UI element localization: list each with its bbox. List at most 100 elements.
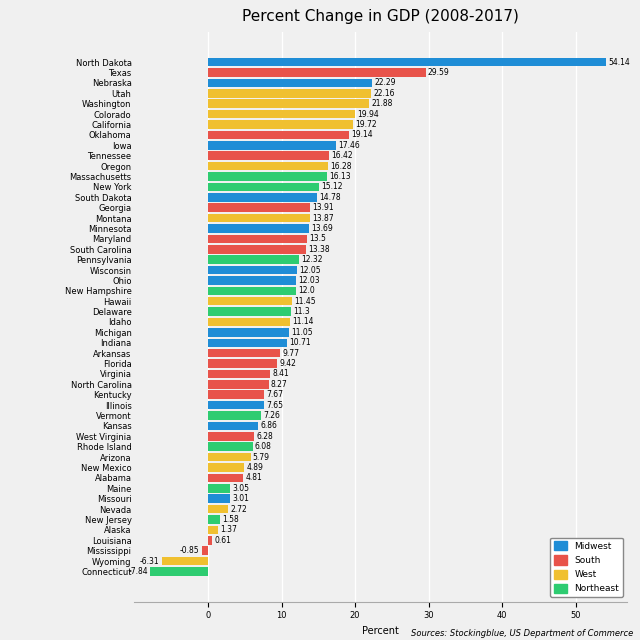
- Text: 19.14: 19.14: [351, 131, 372, 140]
- Text: -0.85: -0.85: [180, 546, 200, 555]
- Bar: [208, 68, 426, 77]
- Text: 12.05: 12.05: [299, 266, 321, 275]
- Text: 13.38: 13.38: [308, 244, 330, 253]
- Text: 7.65: 7.65: [266, 401, 284, 410]
- Bar: [208, 79, 372, 87]
- Text: 0.61: 0.61: [214, 536, 232, 545]
- Bar: [208, 214, 310, 222]
- Bar: [208, 307, 291, 316]
- Bar: [208, 193, 317, 202]
- Bar: [208, 131, 349, 139]
- Text: -7.84: -7.84: [129, 567, 148, 576]
- Text: 12.32: 12.32: [301, 255, 323, 264]
- Bar: [208, 255, 299, 264]
- Bar: [208, 339, 287, 347]
- Text: 8.27: 8.27: [271, 380, 288, 389]
- Bar: [208, 505, 228, 513]
- Bar: [208, 99, 369, 108]
- Text: 9.42: 9.42: [280, 359, 296, 368]
- Text: 3.01: 3.01: [232, 494, 249, 503]
- Text: 4.81: 4.81: [246, 474, 262, 483]
- Bar: [208, 484, 230, 493]
- Bar: [208, 453, 250, 461]
- Text: 5.79: 5.79: [253, 452, 269, 461]
- Text: 19.72: 19.72: [355, 120, 377, 129]
- Text: 11.45: 11.45: [294, 297, 316, 306]
- Bar: [208, 89, 371, 97]
- Text: 13.91: 13.91: [312, 203, 334, 212]
- Bar: [208, 495, 230, 503]
- Bar: [208, 390, 264, 399]
- Bar: [208, 297, 292, 305]
- Legend: Midwest, South, West, Northeast: Midwest, South, West, Northeast: [550, 538, 623, 597]
- Bar: [208, 172, 326, 180]
- Text: 8.41: 8.41: [272, 369, 289, 378]
- Bar: [208, 266, 296, 275]
- Bar: [208, 235, 307, 243]
- Text: 10.71: 10.71: [289, 339, 310, 348]
- Text: 19.94: 19.94: [357, 109, 379, 118]
- Text: 11.3: 11.3: [293, 307, 310, 316]
- Text: 7.26: 7.26: [264, 411, 280, 420]
- Bar: [208, 110, 355, 118]
- Text: 6.08: 6.08: [255, 442, 272, 451]
- Text: 14.78: 14.78: [319, 193, 340, 202]
- Bar: [202, 547, 208, 555]
- Bar: [208, 463, 244, 472]
- Text: 17.46: 17.46: [339, 141, 360, 150]
- Text: 2.72: 2.72: [230, 504, 247, 513]
- Text: 29.59: 29.59: [428, 68, 449, 77]
- Bar: [208, 287, 296, 295]
- Bar: [208, 370, 270, 378]
- Bar: [208, 380, 269, 388]
- Bar: [208, 536, 212, 545]
- Text: 12.03: 12.03: [299, 276, 320, 285]
- Bar: [208, 58, 606, 67]
- Text: 11.14: 11.14: [292, 317, 314, 326]
- Text: 13.69: 13.69: [311, 224, 333, 233]
- Bar: [208, 359, 277, 368]
- Text: 6.86: 6.86: [260, 421, 278, 431]
- Text: 54.14: 54.14: [609, 58, 630, 67]
- Bar: [150, 567, 208, 576]
- Bar: [208, 525, 218, 534]
- Text: 3.05: 3.05: [232, 484, 250, 493]
- Bar: [208, 182, 319, 191]
- Text: 1.58: 1.58: [222, 515, 239, 524]
- Bar: [208, 162, 328, 170]
- Bar: [208, 422, 259, 430]
- Text: 7.67: 7.67: [267, 390, 284, 399]
- Bar: [208, 204, 310, 212]
- Bar: [208, 474, 243, 482]
- Text: 1.37: 1.37: [220, 525, 237, 534]
- Bar: [208, 245, 307, 253]
- Text: 16.28: 16.28: [330, 161, 351, 171]
- Text: 16.42: 16.42: [331, 151, 353, 160]
- Bar: [208, 432, 254, 440]
- Text: -6.31: -6.31: [140, 557, 159, 566]
- Text: 22.16: 22.16: [373, 89, 395, 98]
- Bar: [208, 401, 264, 410]
- Text: 11.05: 11.05: [291, 328, 313, 337]
- Bar: [208, 349, 280, 357]
- Text: 21.88: 21.88: [371, 99, 392, 108]
- Text: 22.29: 22.29: [374, 79, 396, 88]
- Text: 15.12: 15.12: [321, 182, 343, 191]
- Bar: [208, 317, 290, 326]
- Title: Percent Change in GDP (2008-2017): Percent Change in GDP (2008-2017): [243, 9, 519, 24]
- Text: 13.5: 13.5: [310, 234, 326, 243]
- Text: Sources: Stockingblue, US Department of Commerce: Sources: Stockingblue, US Department of …: [412, 629, 634, 638]
- Bar: [208, 412, 261, 420]
- Bar: [208, 141, 337, 150]
- Text: 13.87: 13.87: [312, 214, 334, 223]
- Bar: [208, 224, 308, 233]
- Text: 4.89: 4.89: [246, 463, 263, 472]
- Text: 12.0: 12.0: [298, 286, 315, 295]
- Bar: [208, 442, 253, 451]
- Bar: [208, 515, 220, 524]
- Bar: [208, 328, 289, 337]
- Bar: [208, 276, 296, 285]
- X-axis label: Percent: Percent: [362, 626, 399, 636]
- Bar: [208, 120, 353, 129]
- Text: 6.28: 6.28: [257, 432, 273, 441]
